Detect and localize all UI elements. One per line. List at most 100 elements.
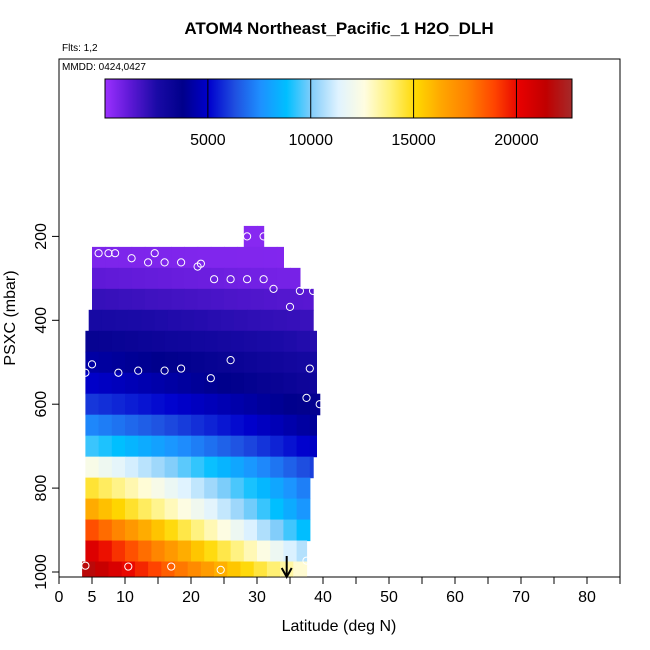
heatmap-cell [88, 309, 103, 332]
heatmap-cell [210, 246, 225, 269]
heatmap-cell [217, 351, 232, 374]
heatmap-cell [171, 288, 185, 311]
heatmap-cell [243, 456, 258, 479]
heatmap-cell [191, 435, 205, 458]
heatmap-cell [217, 456, 232, 479]
sample-point [114, 368, 123, 377]
heatmap-cell [85, 456, 100, 479]
heatmap-cell [296, 414, 311, 437]
heatmap-cell [151, 414, 166, 437]
heatmap-cell [270, 372, 284, 395]
heatmap-cell [224, 267, 238, 290]
heatmap-cell [270, 435, 284, 458]
heatmap-cell [158, 246, 172, 269]
heatmap-cell [243, 372, 258, 395]
heatmap-cell [243, 540, 258, 563]
heatmap-cell [151, 540, 166, 563]
heatmap-cell [204, 456, 218, 479]
heatmap-cell [270, 414, 284, 437]
heatmap-cell [191, 414, 205, 437]
sample-point [196, 259, 205, 268]
heatmap-cell [296, 372, 311, 395]
heatmap-cell [217, 372, 232, 395]
heatmap-cell [177, 519, 192, 542]
x-tick-label: 60 [446, 589, 464, 606]
heatmap-cell [131, 267, 146, 290]
heatmap-cell [164, 519, 179, 542]
sample-point [124, 562, 133, 571]
heatmap-cell [263, 288, 278, 311]
heatmap-cell [98, 477, 113, 500]
heatmap-cell [250, 267, 265, 290]
heatmap-cell [164, 477, 179, 500]
heatmap-cell [257, 372, 271, 395]
heatmap-cell [98, 456, 113, 479]
heatmap-cell [98, 414, 113, 437]
heatmap-cell [131, 288, 146, 311]
sample-point [144, 258, 153, 267]
heatmap-cell [257, 456, 271, 479]
heatmap-cell [230, 414, 245, 437]
heatmap-cell [98, 435, 113, 458]
heatmap-cell [217, 435, 232, 458]
plot-frame [58, 58, 621, 578]
heatmap-cell [230, 540, 245, 563]
heatmap-cell [257, 330, 271, 353]
heatmap-cell [98, 330, 113, 353]
heatmap-cell [177, 330, 192, 353]
heatmap-cell [138, 393, 152, 416]
heatmap-cell [128, 309, 143, 332]
heatmap-cell [257, 477, 271, 500]
heatmap-cell [144, 288, 159, 311]
heatmap-cell [98, 519, 113, 542]
heatmap-cell [191, 330, 205, 353]
chart-title: ATOM4 Northeast_Pacific_1 H2O_DLH [184, 19, 493, 38]
heatmap-cell [184, 267, 199, 290]
heatmap-cell [138, 435, 152, 458]
heatmap-cell [171, 246, 185, 269]
heatmap-cell [85, 519, 100, 542]
heatmap-cell [224, 246, 238, 269]
sample-point [226, 275, 235, 284]
heatmap-cell [197, 267, 212, 290]
heatmap-cell [125, 393, 139, 416]
heatmap-cell [243, 393, 258, 416]
heatmap-cell [105, 267, 119, 290]
heatmap-cell [111, 519, 126, 542]
heatmap-cell [283, 351, 298, 374]
x-tick-label: 5 [88, 589, 97, 606]
heatmap-cell [283, 456, 298, 479]
heatmap-cell [296, 330, 311, 353]
heatmap-cell [105, 246, 119, 269]
date-label: MMDD: 0424,0427 [62, 62, 146, 73]
sample-point [226, 356, 235, 365]
heatmap-cell [138, 372, 152, 395]
heatmap-cell [111, 393, 126, 416]
heatmap-cell [257, 435, 271, 458]
heatmap-cell [194, 309, 209, 332]
sample-point [285, 302, 295, 311]
y-tick-label: 800 [33, 475, 50, 502]
heatmap-cell [299, 309, 314, 332]
heatmap-cell [191, 372, 205, 395]
heatmap-cell [204, 477, 218, 500]
colorbar-gradient [104, 78, 573, 119]
colorbar-tick-label: 20000 [494, 132, 539, 149]
heatmap-cell [263, 246, 278, 269]
heatmap-cell [131, 246, 146, 269]
heatmap-cell [92, 267, 106, 290]
heatmap-cell [257, 498, 271, 521]
heatmap-cell [191, 498, 205, 521]
sample-point [243, 232, 252, 241]
heatmap-cell [230, 330, 245, 353]
heatmap-cell [230, 435, 245, 458]
heatmap-cell [217, 393, 232, 416]
heatmap-cell [257, 540, 271, 563]
heatmap-cell [237, 288, 251, 311]
heatmap-cell [158, 267, 172, 290]
heatmap-cell [111, 540, 126, 563]
heatmap-cell [105, 288, 119, 311]
heatmap-cell [191, 519, 205, 542]
heatmap-cells [82, 225, 321, 577]
sample-point [81, 368, 90, 377]
